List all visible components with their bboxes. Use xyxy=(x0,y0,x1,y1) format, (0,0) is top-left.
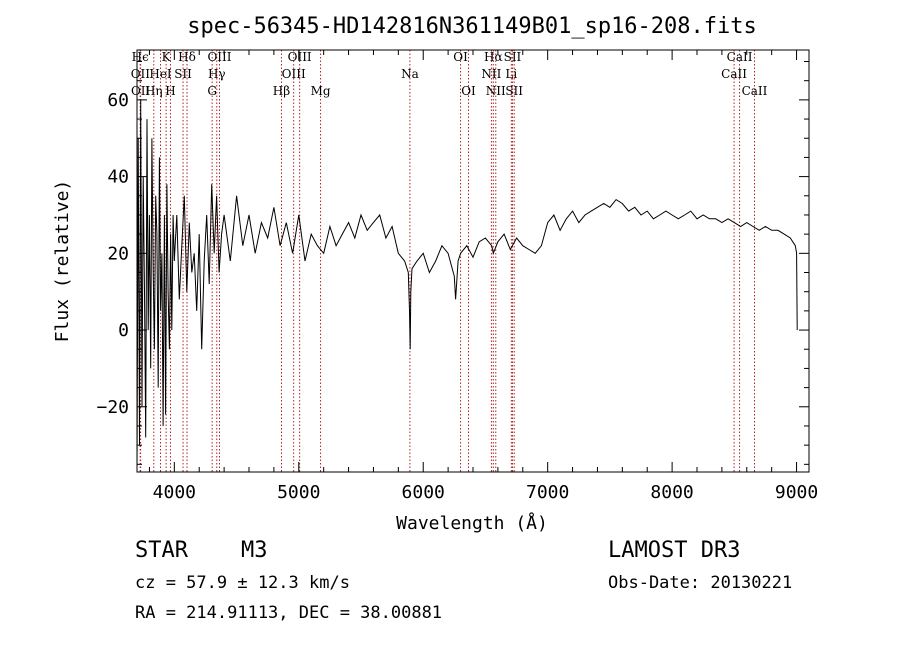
marker-label-HeI: HeI xyxy=(149,67,172,81)
survey-name: LAMOST DR3 xyxy=(608,538,741,563)
marker-label-CaII-8542: CaII xyxy=(727,50,753,64)
line-marker-labels: HϵOIIOIIHηHeIKHSIIHδGHγOIIIHβOIIIOIIIMgN… xyxy=(131,50,768,98)
coordinates: RA = 214.91113, DEC = 38.00881 xyxy=(135,603,443,623)
marker-label-OII-left: OII xyxy=(131,67,151,81)
y-tick-label: −20 xyxy=(96,397,129,418)
marker-label-Mg: Mg xyxy=(311,84,331,98)
marker-label-OII-third: OII xyxy=(131,84,151,98)
marker-label-OIII-5007: OIII xyxy=(288,50,312,64)
redshift-value: cz = 57.9 ± 12.3 km/s xyxy=(135,573,350,593)
marker-label-H-beta: Hβ xyxy=(273,84,290,98)
x-tick-label: 8000 xyxy=(650,482,693,503)
marker-label-H-gamma: Hγ xyxy=(208,67,226,81)
object-class: STAR xyxy=(135,538,188,563)
marker-label-NII-6583: NII xyxy=(486,84,506,98)
marker-label-H-alpha: Hα xyxy=(484,50,503,64)
marker-label-H: H xyxy=(165,84,175,98)
spectrum-series xyxy=(136,99,798,473)
plot-frame xyxy=(136,49,810,473)
y-tick-label: 0 xyxy=(118,320,129,341)
y-axis-label: Flux (relative) xyxy=(52,180,73,343)
marker-label-SII-6717: SII xyxy=(504,50,522,64)
marker-label-OIII-4959: OIII xyxy=(282,67,306,81)
marker-label-Li: Li xyxy=(505,67,517,81)
spectrum-line-spectrum xyxy=(136,99,798,473)
y-tick-label: 60 xyxy=(107,90,129,111)
y-tick-label: 20 xyxy=(107,243,129,264)
marker-label-OIII-blue: OIII xyxy=(207,50,231,64)
marker-label-CaII-8662: CaII xyxy=(742,84,768,98)
axes: 4000 5000 6000 7000 8000 9000 −20 0 20 40 60 xyxy=(96,49,818,503)
y-tick-label: 40 xyxy=(107,167,129,188)
marker-label-NII-6548: NII xyxy=(481,67,501,81)
x-axis-label: Wavelength (Å) xyxy=(396,512,548,534)
marker-label-SII-blue: SII xyxy=(174,67,192,81)
marker-label-Na: Na xyxy=(401,67,419,81)
marker-label-OI-6300: OI xyxy=(453,50,468,64)
marker-label-SII-6731: SII xyxy=(505,84,523,98)
marker-label-H-epsilon: Hϵ xyxy=(132,50,149,64)
marker-label-H-delta: Hδ xyxy=(178,50,196,64)
x-tick-label: 9000 xyxy=(775,482,818,503)
x-tick-label: 7000 xyxy=(526,482,569,503)
marker-label-G: G xyxy=(207,84,217,98)
line-markers xyxy=(139,50,755,472)
obs-date: Obs-Date: 20130221 xyxy=(608,573,793,593)
x-tick-label: 6000 xyxy=(402,482,445,503)
x-tick-label: 5000 xyxy=(277,482,320,503)
marker-label-K: K xyxy=(162,50,172,64)
x-tick-label: 4000 xyxy=(153,482,196,503)
marker-label-CaII-8498: CaII xyxy=(721,67,747,81)
chart-title: spec-56345-HD142816N361149B01_sp16-208.f… xyxy=(187,14,757,39)
marker-label-OI-6364: OI xyxy=(461,84,476,98)
object-subclass: M3 xyxy=(241,538,268,563)
marker-label-H-eta: Hη xyxy=(145,84,163,98)
